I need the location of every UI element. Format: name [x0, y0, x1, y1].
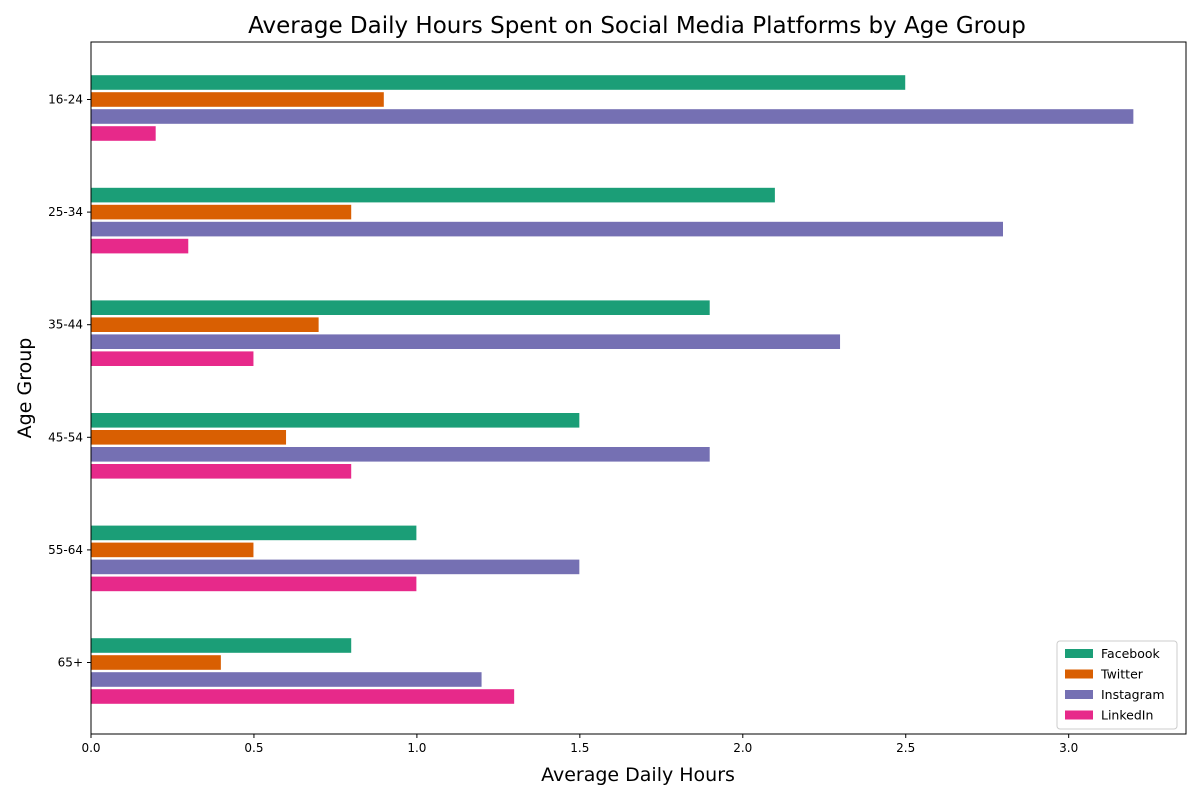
y-tick-label: 35-44 [48, 318, 83, 332]
axes-group: 0.0 0.5 1.0 1.5 2.0 2.5 3.0 16-24 25-34 35-44 45-5… [48, 41, 1187, 755]
legend-swatch-linkedin [1065, 710, 1093, 720]
y-tick-label: 65+ [58, 656, 83, 670]
bar-linkedin-65+ [90, 688, 516, 705]
legend-swatch-facebook [1065, 649, 1093, 658]
legend-box [1056, 640, 1178, 730]
y-tick-label: 25-34 [48, 205, 83, 219]
bar-twitter-16-24 [90, 91, 385, 108]
legend-swatch-twitter [1065, 669, 1093, 679]
legend: Facebook Twitter Instagram LinkedIn [1056, 640, 1178, 730]
x-axis-title: Average Daily Hours [541, 764, 735, 786]
legend-swatch-instagram [1065, 690, 1093, 699]
bar-facebook-65+ [90, 637, 353, 654]
x-tick-label: 1.5 [570, 741, 589, 755]
plot-frame [90, 41, 1187, 735]
x-tick-label: 2.5 [896, 741, 915, 755]
bar-instagram-65+ [90, 671, 483, 688]
bar-facebook-16-24 [90, 74, 907, 91]
y-tick-label: 45-54 [48, 430, 83, 444]
bar-linkedin-35-44 [90, 350, 255, 367]
bar-facebook-35-44 [90, 299, 711, 316]
bar-twitter-65+ [90, 654, 222, 671]
legend-label-facebook: Facebook [1101, 646, 1160, 661]
chart-title: Average Daily Hours Spent on Social Medi… [248, 13, 1026, 39]
bar-facebook-55-64 [90, 524, 418, 542]
bar-linkedin-25-34 [90, 237, 190, 255]
legend-label-twitter: Twitter [1100, 667, 1144, 682]
bar-twitter-45-54 [90, 429, 288, 446]
legend-label-linkedin: LinkedIn [1101, 708, 1153, 723]
x-tick-label: 3.0 [1059, 741, 1078, 755]
bar-instagram-45-54 [90, 446, 711, 463]
y-tick-label: 55-64 [48, 543, 83, 557]
y-tick-label: 16-24 [48, 93, 83, 107]
x-tick-label: 1.0 [407, 741, 426, 755]
x-tick-label: 0.0 [81, 741, 100, 755]
y-axis-title: Age Group [14, 338, 36, 439]
x-tick-label: 2.0 [733, 741, 752, 755]
bar-linkedin-45-54 [90, 463, 353, 480]
bars-group [90, 74, 1135, 705]
bar-twitter-55-64 [90, 541, 255, 559]
bar-twitter-25-34 [90, 203, 353, 221]
bar-instagram-55-64 [90, 558, 581, 576]
bar-linkedin-16-24 [90, 125, 157, 142]
bar-facebook-45-54 [90, 412, 581, 429]
bar-instagram-35-44 [90, 333, 842, 350]
bar-facebook-25-34 [90, 186, 776, 204]
bar-twitter-35-44 [90, 316, 320, 333]
bar-instagram-16-24 [90, 108, 1135, 125]
bar-instagram-25-34 [90, 220, 1004, 238]
x-tick-label: 0.5 [244, 741, 263, 755]
legend-label-instagram: Instagram [1101, 687, 1165, 702]
bar-linkedin-55-64 [90, 575, 418, 593]
